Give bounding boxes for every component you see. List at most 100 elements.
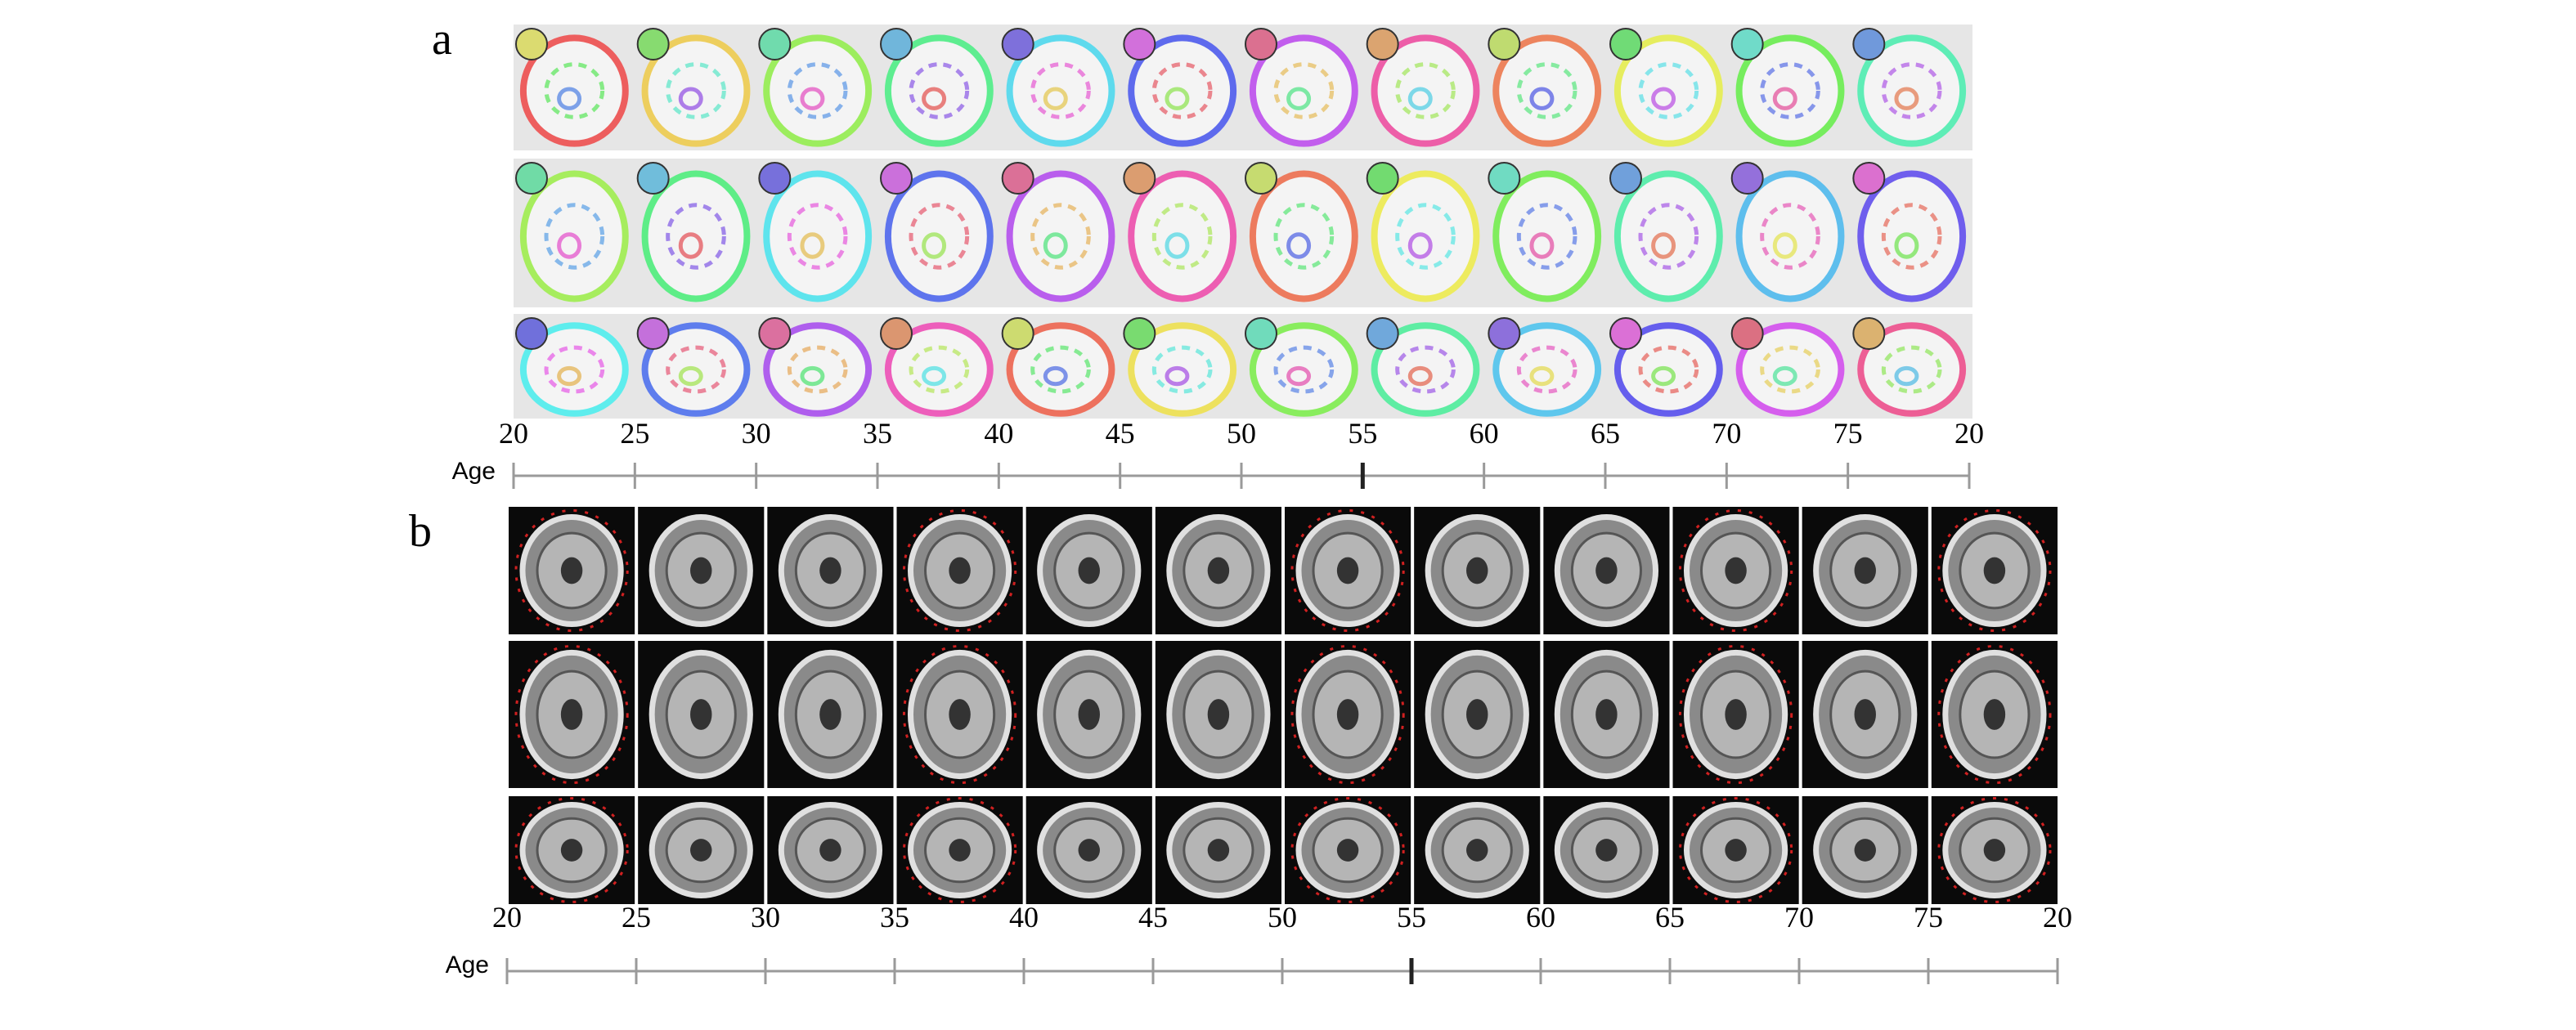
brain-detail bbox=[1078, 557, 1100, 584]
brain-detail bbox=[1595, 839, 1618, 862]
brain-detail bbox=[1651, 232, 1676, 259]
brain-detail bbox=[1336, 557, 1359, 584]
brain-detail bbox=[800, 87, 825, 110]
highlight bbox=[1937, 797, 2052, 903]
brain-detail bbox=[819, 557, 841, 584]
brain-detail bbox=[1894, 232, 1919, 259]
image-row bbox=[514, 25, 1972, 150]
color-wheel bbox=[1852, 28, 1886, 60]
brain-detail bbox=[1407, 365, 1433, 387]
brain-detail bbox=[560, 557, 583, 584]
tick-label: 30 bbox=[742, 417, 771, 450]
brain-detail bbox=[690, 557, 712, 584]
panel-label: b bbox=[409, 506, 432, 557]
brain-detail bbox=[787, 345, 848, 394]
tick-label: 60 bbox=[1526, 901, 1555, 934]
brain-detail bbox=[1165, 365, 1190, 387]
brain-detail bbox=[1336, 699, 1359, 730]
color-wheel bbox=[880, 162, 913, 195]
brain-detail bbox=[1407, 87, 1433, 110]
color-wheel bbox=[1123, 28, 1156, 60]
tick-label: 75 bbox=[1833, 417, 1863, 450]
brain-detail bbox=[1030, 203, 1091, 270]
color-wheel bbox=[880, 28, 913, 60]
brain-detail bbox=[1725, 839, 1747, 862]
brain-detail bbox=[557, 87, 582, 110]
color-wheel bbox=[1488, 28, 1521, 60]
tick-label: 55 bbox=[1397, 901, 1426, 934]
brain-detail bbox=[1466, 839, 1488, 862]
color-wheel bbox=[758, 162, 792, 195]
color-wheel bbox=[636, 28, 670, 60]
image-row bbox=[514, 314, 1972, 419]
axis-label: Age bbox=[446, 952, 489, 978]
brain-detail bbox=[1030, 345, 1091, 394]
brain-detail bbox=[1286, 232, 1312, 259]
color-wheel bbox=[515, 317, 548, 350]
color-wheel bbox=[1852, 317, 1886, 350]
highlight bbox=[902, 797, 1017, 903]
brain-detail bbox=[1725, 557, 1747, 584]
color-wheel bbox=[758, 317, 792, 350]
brain-detail bbox=[819, 699, 841, 730]
brain-detail bbox=[922, 87, 947, 110]
brain-detail bbox=[1395, 203, 1456, 270]
brain-detail bbox=[1151, 203, 1213, 270]
color-wheel bbox=[515, 28, 548, 60]
color-wheel bbox=[1366, 317, 1399, 350]
axis-label: Age bbox=[452, 458, 496, 485]
color-wheel bbox=[1730, 317, 1764, 350]
color-wheel bbox=[1609, 28, 1642, 60]
color-wheel bbox=[758, 28, 792, 60]
brain-detail bbox=[1854, 699, 1876, 730]
brain-detail bbox=[787, 203, 848, 270]
highlight bbox=[1290, 797, 1405, 903]
brain-detail bbox=[1894, 365, 1919, 387]
image-row bbox=[514, 159, 1972, 307]
brain-detail bbox=[1151, 62, 1213, 119]
brain-detail bbox=[1395, 62, 1456, 119]
tick-label: 40 bbox=[1009, 901, 1039, 934]
brain-detail bbox=[1638, 345, 1699, 394]
brain-detail bbox=[1207, 839, 1230, 862]
brain-detail bbox=[1395, 345, 1456, 394]
brain-detail bbox=[909, 62, 970, 119]
brain-detail bbox=[1772, 365, 1797, 387]
brain-detail bbox=[1881, 62, 1942, 119]
tick-label: 70 bbox=[1784, 901, 1814, 934]
brain-detail bbox=[1043, 365, 1068, 387]
highlight bbox=[1290, 644, 1405, 785]
brain-detail bbox=[922, 365, 947, 387]
brain-detail bbox=[544, 62, 605, 119]
brain-detail bbox=[1595, 557, 1618, 584]
brain-detail bbox=[1207, 699, 1230, 730]
brain-detail bbox=[1043, 87, 1068, 110]
brain-detail bbox=[678, 365, 703, 387]
brain-detail bbox=[1273, 62, 1335, 119]
color-wheel bbox=[1245, 28, 1277, 60]
highlight bbox=[1290, 508, 1405, 633]
brain-detail bbox=[787, 62, 848, 119]
tick-label: 65 bbox=[1655, 901, 1685, 934]
highlight bbox=[1678, 644, 1793, 785]
tick-label: 25 bbox=[620, 417, 649, 450]
brain-detail bbox=[1638, 203, 1699, 270]
brain-detail bbox=[1772, 87, 1797, 110]
color-wheel bbox=[636, 317, 670, 350]
brain-detail bbox=[1983, 557, 2006, 584]
tick-label: 20 bbox=[492, 901, 522, 934]
panel-label: a bbox=[432, 14, 452, 65]
brain-detail bbox=[1854, 557, 1876, 584]
color-wheel bbox=[1001, 28, 1034, 60]
tick-label: 65 bbox=[1591, 417, 1620, 450]
brain-detail bbox=[1595, 699, 1618, 730]
highlight bbox=[1678, 797, 1793, 903]
brain-detail bbox=[1881, 345, 1942, 394]
brain-detail bbox=[1030, 62, 1091, 119]
brain-detail bbox=[1516, 203, 1577, 270]
brain-detail bbox=[1516, 345, 1577, 394]
brain-detail bbox=[690, 699, 712, 730]
brain-detail bbox=[1516, 62, 1577, 119]
brain-detail bbox=[666, 345, 726, 394]
